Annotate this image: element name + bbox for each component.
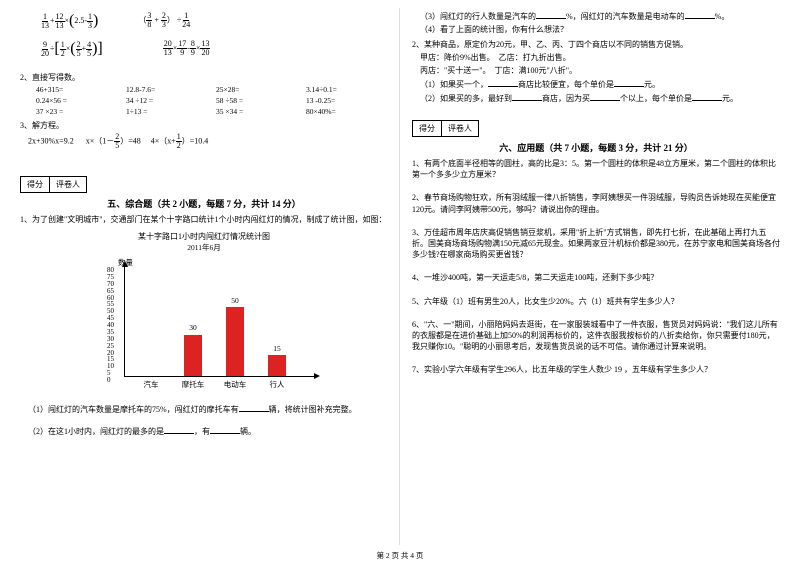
bar-motorcycle bbox=[184, 335, 202, 376]
blank bbox=[488, 78, 518, 87]
page-footer: 第 2 页 共 4 页 bbox=[0, 550, 800, 561]
r-q2-title: 2、某种商品，原定价为20元，甲、乙、丙、丁四个商店以不同的销售方促销。 bbox=[412, 39, 780, 50]
arrow-right-icon bbox=[314, 373, 320, 379]
app-q1: 1、有两个底面半径相等的圆柱，高的比是3：5。第一个圆柱的体积是48立方厘米，第… bbox=[412, 158, 780, 180]
bar-chart: 数量 0 5 10 15 20 25 30 35 40 45 50 55 60 … bbox=[84, 257, 324, 397]
blank bbox=[614, 78, 644, 87]
r-q2-s2: （2）如果买的多，最好到商店，因为买个以上，每个单价是元。 bbox=[420, 92, 780, 104]
left-column: 113+1213×(2.5-13) （38 + 23） ÷124 920÷[12… bbox=[20, 8, 388, 439]
app-q6: 6、"六、一"期间，小丽陪妈妈去逛街，在一家服装城看中了一件衣服，售货员对妈妈说… bbox=[412, 319, 780, 353]
right-column: （3）闯红灯的行人数量是汽车的%，闯红灯的汽车数量是电动车的%。 （4）看了上面… bbox=[412, 8, 780, 439]
score-box-left: 得分 评卷人 bbox=[20, 176, 87, 193]
chart-axes: 0 5 10 15 20 25 30 35 40 45 50 55 60 65 … bbox=[124, 267, 314, 377]
blank bbox=[239, 403, 269, 412]
app-q3: 3、万佳超市周年店庆高促销售销豆浆机，采用"折上折"方式销售，即先打七折，在此基… bbox=[412, 227, 780, 261]
sec5-q1: 1、为了创建"文明城市"，交通部门在某个十字路口统计1个小时内闯红灯的情况，制成… bbox=[20, 214, 388, 225]
equation-row-1: 113+1213×(2.5-13) （38 + 23） ÷124 bbox=[40, 12, 388, 30]
bar-pedestrian bbox=[268, 355, 286, 376]
blank bbox=[164, 425, 194, 434]
sub-q2: （2）在这1小时内，闯红灯的最多的是，有辆。 bbox=[28, 425, 388, 437]
app-q4: 4、一堆沙400吨，第一天运走5/8，第二天运走100吨，还剩下多少吨？ bbox=[412, 272, 780, 283]
chart-subtitle: 2011年6月 bbox=[20, 242, 388, 253]
section-5-title: 五、综合题（共 2 小题，每题 7 分，共计 14 分） bbox=[20, 197, 388, 210]
sub-q3: （3）闯红灯的行人数量是汽车的%，闯红灯的汽车数量是电动车的%。 bbox=[420, 10, 780, 22]
q3-title: 3、解方程。 bbox=[20, 120, 388, 131]
blank bbox=[536, 10, 566, 19]
q2-grid: 46+315= 12.8-7.6= 25×28= 3.14÷0.1= 0.24×… bbox=[36, 85, 388, 116]
eq-2b: 2013×179-89×1320 bbox=[163, 40, 211, 58]
blank bbox=[685, 10, 715, 19]
arrow-up-icon bbox=[122, 261, 128, 267]
sub-q1: （1）闯红灯的汽车数量是摩托车的75%，闯红灯的摩托车有辆，将统计图补充完整。 bbox=[28, 403, 388, 415]
bar-ebike bbox=[226, 307, 244, 376]
r-q2-s1: （1）如果买一个，商店比较便宜，每个单价是元。 bbox=[420, 78, 780, 90]
app-q2: 2、春节商场购物狂欢，所有羽绒服一律八折销售，李阿姨想买一件羽绒服，导购员告诉她… bbox=[412, 192, 780, 214]
blank bbox=[590, 92, 620, 101]
chart-title: 某十字路口1小时内闯红灯情况统计图 bbox=[20, 231, 388, 242]
score-box-right: 得分 评卷人 bbox=[412, 120, 479, 137]
blank bbox=[692, 92, 722, 101]
q3-equations: 2x+30%x=9.2 x×（1－25）=48 4×（x+12）=10.4 bbox=[28, 133, 388, 150]
eq-1b: （38 + 23） ÷124 bbox=[138, 12, 191, 30]
eq-1a: 113+1213×(2.5-13) bbox=[40, 12, 98, 30]
sub-q4: （4）看了上面的统计图，你有什么想法？ bbox=[420, 24, 780, 35]
equation-row-2: 920÷[12×(25+45)] 2013×179-89×1320 bbox=[40, 40, 388, 58]
column-divider bbox=[399, 8, 400, 545]
blank bbox=[512, 92, 542, 101]
blank bbox=[210, 425, 240, 434]
section-6-title: 六、应用题（共 7 小题，每题 3 分，共计 21 分） bbox=[412, 141, 780, 154]
q2-title: 2、直接写得数。 bbox=[20, 72, 388, 83]
eq-2a: 920÷[12×(25+45)] bbox=[40, 40, 103, 58]
app-q5: 5、六年级（1）班有男生20人，比女生少20%。六（1）班共有学生多少人？ bbox=[412, 296, 780, 307]
app-q7: 7、实验小学六年级有学生296人，比五年级的学生人数少 19 ，五年级有学生多少… bbox=[412, 364, 780, 375]
